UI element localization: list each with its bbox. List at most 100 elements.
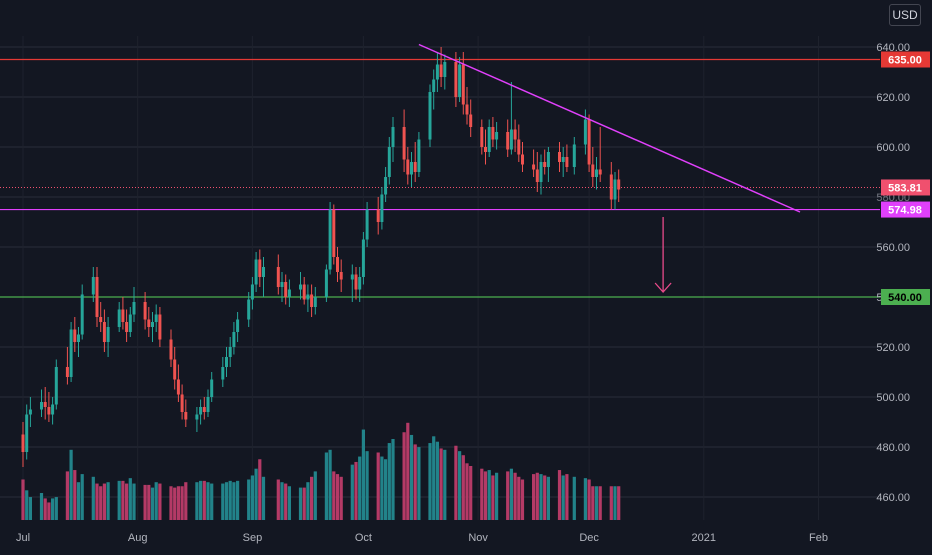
volume-bars	[21, 422, 621, 520]
candle-body	[54, 367, 58, 405]
volume-bar	[43, 498, 47, 520]
volume-bar	[47, 502, 51, 520]
x-tick-label: Oct	[355, 532, 372, 544]
volume-bar	[232, 482, 236, 520]
volume-bar	[143, 484, 147, 520]
volume-bar	[147, 484, 151, 520]
candle-body	[358, 277, 362, 290]
y-tick-label: 460.00	[876, 492, 910, 504]
candle-body	[21, 434, 25, 452]
candle-body	[154, 314, 158, 322]
volume-bar	[594, 486, 599, 520]
volume-bar	[310, 476, 314, 520]
volume-bar	[561, 475, 565, 520]
candle-body	[117, 309, 121, 327]
volume-bar	[202, 480, 206, 520]
candle-body	[99, 317, 103, 322]
candle-body	[487, 127, 491, 152]
volume-bar	[76, 482, 81, 520]
volume-bar	[461, 455, 465, 520]
volume-bar	[376, 452, 380, 520]
candle-body	[43, 402, 47, 407]
x-tick-label: Sep	[243, 532, 263, 544]
volume-bar	[117, 480, 121, 520]
volume-bar	[184, 482, 188, 520]
drawings[interactable]	[418, 43, 801, 293]
currency-button[interactable]: USD	[889, 4, 921, 26]
volume-bar	[432, 436, 436, 520]
volume-bar	[384, 459, 388, 520]
volume-bar	[354, 461, 358, 520]
candle-body	[361, 239, 365, 277]
candle-body	[587, 119, 591, 165]
volume-bar	[195, 482, 199, 520]
candle-body	[595, 169, 598, 177]
candle-body	[432, 79, 436, 92]
candle-body	[454, 62, 458, 97]
volume-bar	[506, 471, 510, 520]
y-tick-label: 500.00	[876, 392, 910, 404]
volume-bar	[535, 472, 539, 520]
volume-bar	[210, 483, 214, 520]
volume-bar	[206, 482, 210, 520]
volume-bar	[258, 459, 262, 520]
volume-bar	[332, 471, 336, 520]
candle-body	[354, 274, 358, 290]
volume-bar	[402, 432, 406, 520]
candle-body	[184, 412, 188, 420]
volume-bar	[454, 445, 458, 520]
volume-bar	[613, 486, 617, 520]
volume-bar	[21, 479, 25, 520]
candle-body	[247, 299, 251, 320]
volume-bar	[65, 471, 69, 520]
x-tick-label: Nov	[468, 532, 488, 544]
candle-body	[376, 209, 380, 222]
candle-body	[509, 129, 513, 150]
volume-bar	[176, 486, 180, 520]
resistance-price-label-box	[881, 51, 930, 68]
candle-body	[332, 209, 336, 257]
candle-body	[125, 322, 129, 332]
volume-bar	[428, 443, 432, 520]
volume-bar	[358, 456, 362, 520]
candle-body	[543, 162, 547, 167]
candle-body	[384, 177, 388, 195]
candle-body	[121, 309, 125, 322]
volume-bar	[158, 483, 162, 520]
volume-bar	[324, 452, 328, 520]
candle-body	[280, 282, 284, 287]
volume-bar	[406, 422, 410, 520]
candle-body	[258, 259, 262, 277]
candle-body	[47, 407, 51, 415]
candle-body	[302, 284, 306, 300]
volume-bar	[80, 474, 84, 520]
candle-body	[439, 64, 443, 77]
candle-body	[391, 127, 395, 147]
candle-body	[173, 359, 177, 380]
trendline[interactable]	[418, 43, 801, 213]
candle-body	[91, 277, 95, 295]
support-mid-price-label-box	[881, 201, 930, 218]
candle-body	[80, 294, 84, 335]
candle-body	[613, 179, 617, 200]
volume-bar	[247, 479, 251, 520]
candle-body	[324, 269, 328, 297]
volume-bar	[224, 482, 229, 520]
last-price-label-box	[881, 179, 930, 196]
volume-bar	[128, 478, 132, 520]
candle-body	[561, 157, 565, 162]
x-tick-label: 2021	[692, 532, 716, 544]
candle-body	[546, 152, 550, 167]
candle-body	[336, 257, 339, 272]
candle-body	[583, 119, 587, 145]
volume-bar	[39, 493, 44, 520]
volume-bar	[106, 482, 110, 520]
x-tick-label: Feb	[809, 532, 828, 544]
volume-bar	[306, 482, 310, 520]
volume-bar	[254, 468, 258, 520]
x-tick-label: Aug	[128, 532, 148, 544]
volume-bar	[587, 479, 591, 520]
volume-bar	[391, 439, 395, 520]
